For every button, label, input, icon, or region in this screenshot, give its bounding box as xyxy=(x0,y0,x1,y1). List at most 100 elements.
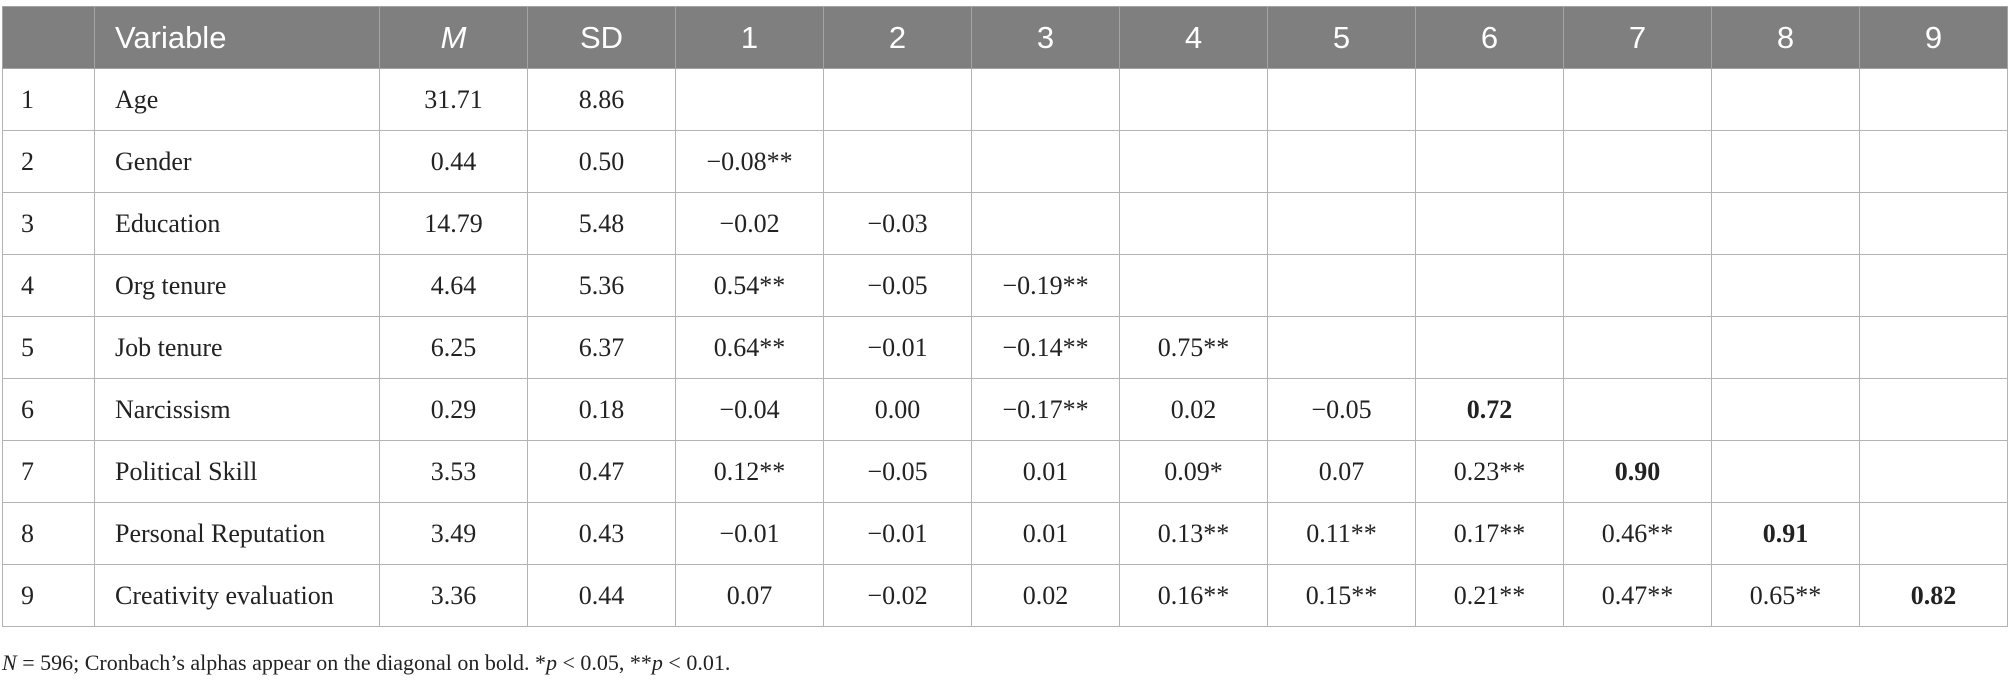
header-col-2: 2 xyxy=(823,6,972,69)
correlation-cell xyxy=(1267,254,1416,317)
alpha-cell xyxy=(823,130,972,193)
correlation-table: Variable M SD 1 2 3 4 5 6 7 8 9 1 Age 31.7… xyxy=(2,6,2008,627)
header-variable: Variable xyxy=(94,6,380,69)
mean-value: 6.25 xyxy=(379,316,528,379)
alpha-cell: 0.72 xyxy=(1415,378,1564,441)
sd-value: 0.18 xyxy=(527,378,676,441)
note-p2-label: p xyxy=(651,650,663,675)
table-row: 3 Education 14.79 5.48 −0.02 −0.03 xyxy=(2,192,2008,255)
correlation-cell: 0.11** xyxy=(1267,502,1416,565)
correlation-cell: −0.17** xyxy=(971,378,1120,441)
header-mean: M xyxy=(379,6,528,69)
correlation-cell xyxy=(1711,378,1860,441)
mean-value: 31.71 xyxy=(379,68,528,131)
correlation-cell: 0.01 xyxy=(971,440,1120,503)
correlation-cell xyxy=(1711,130,1860,193)
correlation-cell: −0.04 xyxy=(675,378,824,441)
header-row: Variable M SD 1 2 3 4 5 6 7 8 9 xyxy=(2,6,2008,69)
row-index: 1 xyxy=(2,68,95,131)
correlation-cell: 0.02 xyxy=(1119,378,1268,441)
correlation-cell: −0.01 xyxy=(675,502,824,565)
correlation-cell: −0.01 xyxy=(823,502,972,565)
header-col-1: 1 xyxy=(675,6,824,69)
correlation-cell xyxy=(1415,254,1564,317)
row-index: 3 xyxy=(2,192,95,255)
alpha-cell xyxy=(1119,254,1268,317)
correlation-cell xyxy=(1563,378,1712,441)
sd-value: 0.50 xyxy=(527,130,676,193)
variable-name: Personal Reputation xyxy=(94,502,380,565)
correlation-cell: 0.54** xyxy=(675,254,824,317)
alpha-cell: 0.90 xyxy=(1563,440,1712,503)
correlation-cell xyxy=(1267,68,1416,131)
table-row: 9 Creativity evaluation 3.36 0.44 0.07 −0.02 0… xyxy=(2,564,2008,627)
header-col-6: 6 xyxy=(1415,6,1564,69)
sd-value: 5.48 xyxy=(527,192,676,255)
table-row: 2 Gender 0.44 0.50 −0.08** xyxy=(2,130,2008,193)
alpha-cell xyxy=(971,192,1120,255)
row-index: 8 xyxy=(2,502,95,565)
correlation-cell xyxy=(1267,192,1416,255)
correlation-cell xyxy=(1563,130,1712,193)
correlation-cell xyxy=(1859,502,2008,565)
correlation-cell xyxy=(1711,68,1860,131)
header-col-8: 8 xyxy=(1711,6,1860,69)
correlation-cell xyxy=(1119,130,1268,193)
correlation-cell xyxy=(1859,440,2008,503)
correlation-cell xyxy=(1859,68,2008,131)
note-n-label: N xyxy=(2,650,17,675)
correlation-cell xyxy=(1711,254,1860,317)
table-row: 5 Job tenure 6.25 6.37 0.64** −0.01 −0.14** 0.7… xyxy=(2,316,2008,379)
mean-value: 0.44 xyxy=(379,130,528,193)
table-row: 6 Narcissism 0.29 0.18 −0.04 0.00 −0.17** 0.02−… xyxy=(2,378,2008,441)
table-row: 1 Age 31.71 8.86 xyxy=(2,68,2008,131)
sd-value: 0.44 xyxy=(527,564,676,627)
correlation-cell xyxy=(1859,130,2008,193)
table-body: 1 Age 31.71 8.86 2 Gender 0.44 0.50 −0.08** 3 Educ… xyxy=(2,68,2008,627)
table-note: N = 596; Cronbach’s alphas appear on the… xyxy=(2,650,730,676)
alpha-cell: 0.91 xyxy=(1711,502,1860,565)
correlation-cell xyxy=(1415,130,1564,193)
correlation-cell xyxy=(823,68,972,131)
correlation-cell: 0.65** xyxy=(1711,564,1860,627)
variable-name: Gender xyxy=(94,130,380,193)
header-col-3: 3 xyxy=(971,6,1120,69)
correlation-cell: 0.15** xyxy=(1267,564,1416,627)
note-p2-text: < 0.01. xyxy=(662,650,731,675)
correlation-cell: −0.01 xyxy=(823,316,972,379)
correlation-cell xyxy=(1119,192,1268,255)
correlation-cell: 0.16** xyxy=(1119,564,1268,627)
sd-value: 8.86 xyxy=(527,68,676,131)
table-row: 7 Political Skill 3.53 0.47 0.12** −0.05 0.01 0… xyxy=(2,440,2008,503)
correlation-cell xyxy=(1859,378,2008,441)
variable-name: Political Skill xyxy=(94,440,380,503)
correlation-cell: 0.01 xyxy=(971,502,1120,565)
header-col-7: 7 xyxy=(1563,6,1712,69)
row-index: 7 xyxy=(2,440,95,503)
sd-value: 5.36 xyxy=(527,254,676,317)
mean-value: 3.49 xyxy=(379,502,528,565)
header-col-9: 9 xyxy=(1859,6,2008,69)
correlation-cell: 0.02 xyxy=(971,564,1120,627)
correlation-cell xyxy=(1563,316,1712,379)
variable-name: Education xyxy=(94,192,380,255)
correlation-cell xyxy=(971,68,1120,131)
row-index: 2 xyxy=(2,130,95,193)
correlation-cell xyxy=(971,130,1120,193)
variable-name: Narcissism xyxy=(94,378,380,441)
sd-value: 6.37 xyxy=(527,316,676,379)
variable-name: Age xyxy=(94,68,380,131)
correlation-cell: −0.05 xyxy=(823,254,972,317)
correlation-cell: 0.75** xyxy=(1119,316,1268,379)
table-header: Variable M SD 1 2 3 4 5 6 7 8 9 xyxy=(2,6,2008,69)
correlation-cell: 0.21** xyxy=(1415,564,1564,627)
correlation-cell: 0.17** xyxy=(1415,502,1564,565)
sd-value: 0.43 xyxy=(527,502,676,565)
correlation-cell: 0.07 xyxy=(1267,440,1416,503)
correlation-cell: −0.02 xyxy=(675,192,824,255)
correlation-cell xyxy=(1859,316,2008,379)
header-col-5: 5 xyxy=(1267,6,1416,69)
alpha-cell xyxy=(675,68,824,131)
correlation-cell: −0.02 xyxy=(823,564,972,627)
correlation-cell: 0.13** xyxy=(1119,502,1268,565)
